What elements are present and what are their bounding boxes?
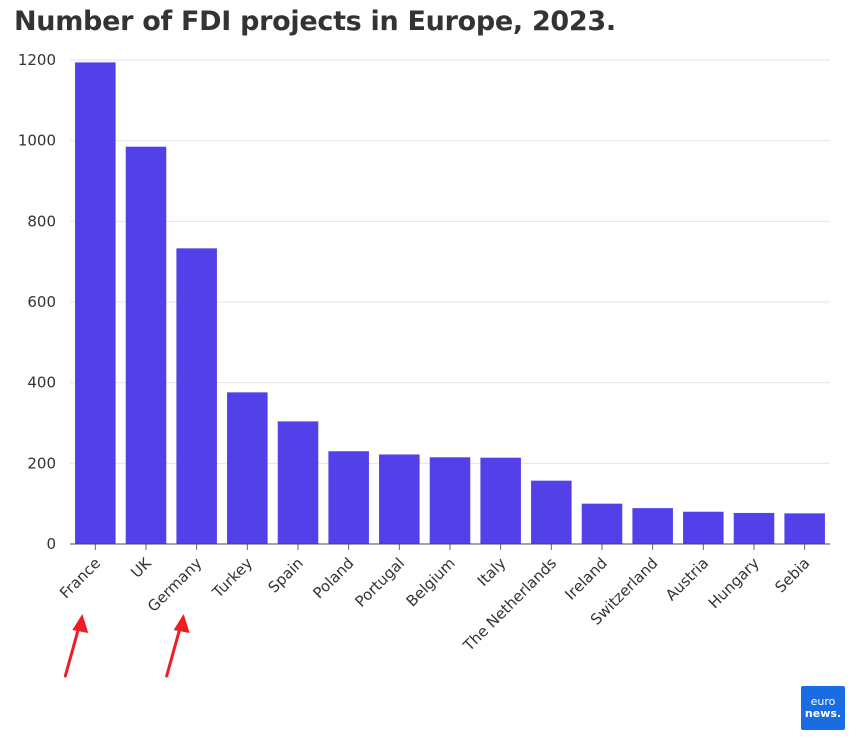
- y-tick-label: 1200: [18, 51, 56, 69]
- bar: [429, 457, 471, 544]
- arrow-head: [173, 614, 190, 633]
- x-tick-label: The Netherlands: [459, 554, 560, 655]
- y-tick-label: 0: [46, 535, 56, 553]
- x-tick-label: Germany: [144, 554, 206, 616]
- y-tick-label: 800: [27, 212, 56, 230]
- bar: [733, 512, 775, 544]
- x-tick-label: Poland: [309, 554, 357, 602]
- x-tick-label: Austria: [662, 554, 712, 604]
- bar: [328, 451, 369, 544]
- x-tick-label: Italy: [474, 554, 510, 590]
- x-tick-label: Spain: [264, 554, 306, 596]
- bar: [379, 454, 420, 544]
- bar: [784, 513, 825, 544]
- arrow-head: [72, 614, 89, 633]
- bar: [683, 511, 724, 544]
- chart-title: Number of FDI projects in Europe, 2023.: [14, 6, 616, 37]
- bar: [581, 503, 623, 544]
- bar: [531, 480, 572, 544]
- bar: [227, 392, 268, 544]
- y-tick-label: 200: [27, 454, 56, 472]
- x-tick-label: Sebia: [771, 554, 813, 596]
- bar: [480, 457, 521, 544]
- logo-line-2: news.: [804, 707, 842, 720]
- x-tick-label: UK: [127, 553, 155, 581]
- bars: [75, 62, 825, 545]
- bar: [176, 248, 217, 544]
- bar: [75, 62, 116, 545]
- x-tick-label: Ireland: [561, 554, 610, 603]
- y-tick-label: 600: [27, 293, 56, 311]
- y-tick-label: 400: [27, 374, 56, 392]
- x-tick-label: Turkey: [208, 554, 256, 602]
- annotations: [63, 614, 190, 678]
- x-tick-label: Portugal: [352, 554, 409, 611]
- x-tick-label: France: [56, 554, 104, 602]
- y-tick-label: 1000: [18, 132, 56, 150]
- x-tick-label: Hungary: [705, 554, 763, 612]
- euronews-logo: euro news.: [801, 686, 845, 730]
- logo-line-1: euro: [810, 695, 836, 708]
- bar: [277, 421, 319, 544]
- bar: [125, 146, 167, 544]
- bar: [632, 508, 673, 544]
- x-tick-label: Belgium: [403, 554, 459, 610]
- y-axis: 0 200 400 600 800 1000 1200: [18, 51, 56, 553]
